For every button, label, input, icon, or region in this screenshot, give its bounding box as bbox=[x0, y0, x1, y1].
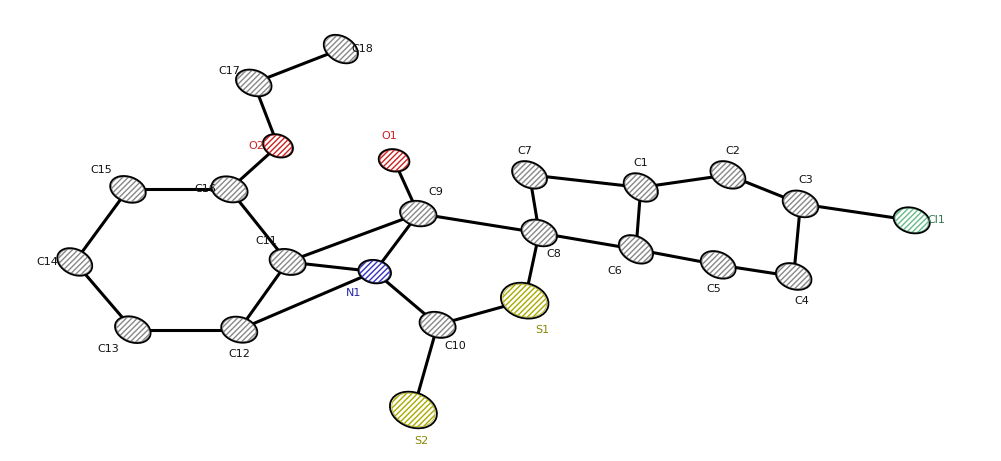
Text: C4: C4 bbox=[794, 296, 809, 306]
Text: C18: C18 bbox=[351, 44, 373, 54]
Text: O2: O2 bbox=[248, 141, 264, 151]
Text: C1: C1 bbox=[634, 158, 649, 168]
Ellipse shape bbox=[358, 260, 391, 284]
Text: C3: C3 bbox=[798, 175, 813, 185]
Text: C15: C15 bbox=[90, 165, 112, 175]
Text: S2: S2 bbox=[414, 436, 428, 446]
Ellipse shape bbox=[236, 70, 271, 96]
Ellipse shape bbox=[323, 35, 358, 63]
Ellipse shape bbox=[783, 190, 818, 217]
Ellipse shape bbox=[110, 176, 146, 203]
Text: O1: O1 bbox=[381, 131, 397, 141]
Ellipse shape bbox=[776, 263, 812, 290]
Ellipse shape bbox=[619, 235, 653, 264]
Ellipse shape bbox=[211, 176, 247, 202]
Text: C14: C14 bbox=[37, 257, 59, 267]
Text: C13: C13 bbox=[98, 344, 119, 354]
Text: C2: C2 bbox=[726, 146, 740, 156]
Ellipse shape bbox=[269, 249, 305, 275]
Ellipse shape bbox=[378, 149, 409, 171]
Ellipse shape bbox=[115, 316, 150, 343]
Ellipse shape bbox=[57, 248, 92, 276]
Text: S1: S1 bbox=[536, 325, 550, 335]
Text: C7: C7 bbox=[518, 146, 533, 156]
Text: C9: C9 bbox=[428, 187, 443, 197]
Text: C12: C12 bbox=[228, 349, 250, 359]
Ellipse shape bbox=[221, 317, 257, 343]
Text: C11: C11 bbox=[255, 236, 277, 246]
Text: C8: C8 bbox=[547, 249, 562, 259]
Ellipse shape bbox=[701, 251, 736, 278]
Ellipse shape bbox=[513, 161, 547, 189]
Ellipse shape bbox=[400, 201, 436, 226]
Ellipse shape bbox=[500, 283, 549, 319]
Text: N1: N1 bbox=[345, 288, 361, 298]
Text: C10: C10 bbox=[444, 341, 465, 351]
Text: Cl1: Cl1 bbox=[927, 215, 945, 225]
Ellipse shape bbox=[419, 312, 455, 338]
Ellipse shape bbox=[522, 219, 557, 246]
Text: C16: C16 bbox=[194, 184, 216, 195]
Ellipse shape bbox=[263, 134, 293, 158]
Text: C6: C6 bbox=[608, 266, 622, 276]
Ellipse shape bbox=[624, 173, 658, 202]
Text: C5: C5 bbox=[706, 284, 721, 294]
Text: C17: C17 bbox=[218, 66, 240, 77]
Ellipse shape bbox=[711, 161, 746, 189]
Ellipse shape bbox=[390, 392, 436, 428]
Ellipse shape bbox=[894, 207, 930, 233]
